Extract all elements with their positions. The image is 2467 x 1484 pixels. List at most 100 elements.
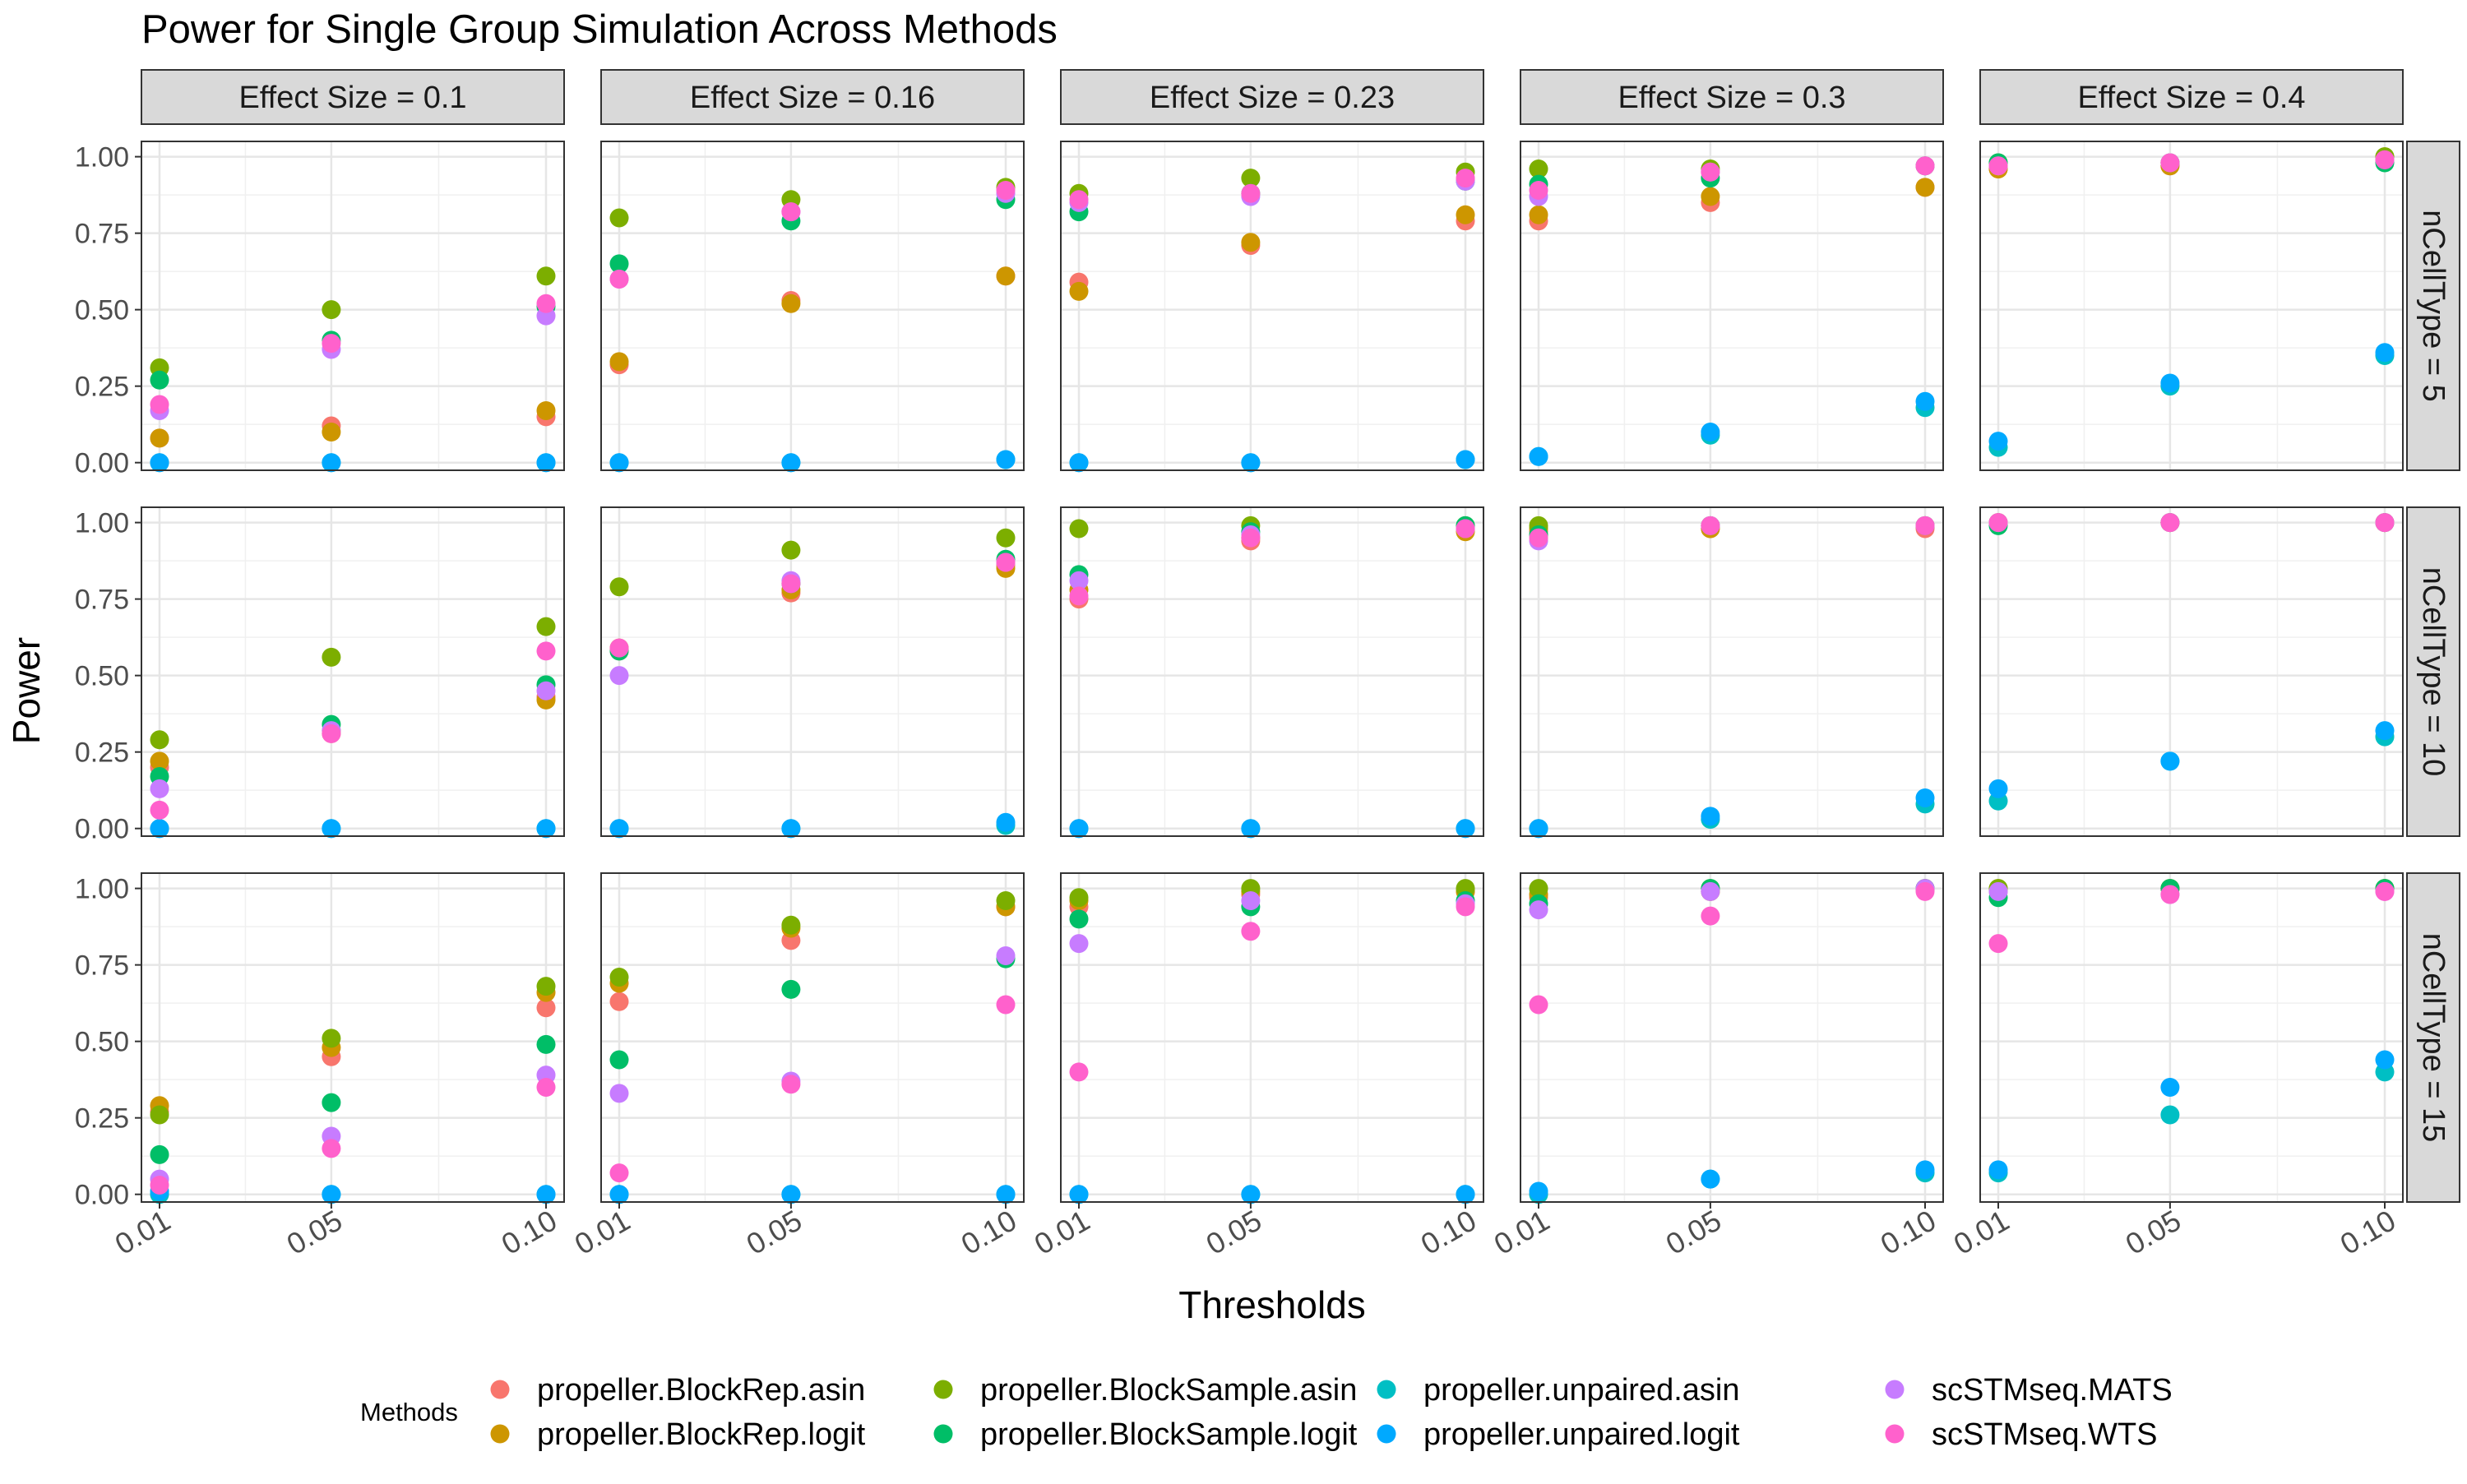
panel-border bbox=[1060, 141, 1484, 471]
row-strip-label: nCellType = 15 bbox=[2416, 933, 2451, 1143]
panel-ncelltype-15-effect-size-0-16 bbox=[600, 872, 1025, 1204]
point-scstmseq-wts bbox=[150, 395, 169, 414]
point-scstmseq-wts bbox=[2375, 881, 2395, 901]
panel-ncelltype-5-effect-size-0-3 bbox=[1520, 141, 1944, 471]
point-propeller-unpaired-logit bbox=[781, 453, 801, 473]
row-strip-ncelltype-5: nCellType = 5 bbox=[2406, 141, 2460, 471]
point-scstmseq-wts bbox=[1701, 906, 1720, 926]
point-scstmseq-mats bbox=[1241, 890, 1261, 910]
column-strip-effect-size-0-1: Effect Size = 0.1 bbox=[141, 69, 565, 125]
legend-item-propeller-blocksample-asin: propeller.BlockSample.asin bbox=[933, 1373, 1357, 1408]
legend-item-propeller-unpaired-asin: propeller.unpaired.asin bbox=[1377, 1373, 1740, 1408]
legend-label: scSTMseq.MATS bbox=[1932, 1373, 2173, 1408]
legend-label: propeller.BlockRep.logit bbox=[537, 1417, 866, 1452]
point-scstmseq-mats bbox=[609, 666, 629, 686]
legend-key bbox=[490, 1424, 510, 1444]
point-scstmseq-wts bbox=[322, 334, 341, 354]
point-propeller-unpaired-logit bbox=[2160, 751, 2180, 771]
point-propeller-blocksample-logit bbox=[322, 1093, 341, 1112]
point-propeller-blocksample-logit bbox=[609, 1050, 629, 1070]
point-propeller-unpaired-logit bbox=[322, 453, 341, 473]
point-propeller-unpaired-logit bbox=[1241, 1185, 1261, 1204]
point-scstmseq-wts bbox=[781, 202, 801, 222]
point-propeller-unpaired-logit bbox=[1241, 819, 1261, 839]
y-tick-label: 0.00 bbox=[75, 448, 129, 479]
point-propeller-unpaired-logit bbox=[2160, 1077, 2180, 1097]
point-propeller-blocksample-asin bbox=[536, 977, 556, 996]
point-propeller-unpaired-logit bbox=[1915, 1160, 1935, 1180]
panel-border bbox=[1979, 141, 2404, 471]
point-scstmseq-wts bbox=[609, 269, 629, 289]
point-propeller-blocksample-logit bbox=[150, 1144, 169, 1164]
panel-border bbox=[1520, 141, 1944, 471]
chart-title: Power for Single Group Simulation Across… bbox=[141, 7, 1058, 52]
point-scstmseq-mats bbox=[1701, 881, 1720, 901]
panel-background bbox=[1520, 873, 1943, 1202]
point-propeller-unpaired-logit bbox=[1456, 819, 1475, 839]
y-tick-label: 0.25 bbox=[75, 372, 129, 403]
panel-background bbox=[1980, 141, 2403, 470]
panel-ncelltype-5-effect-size-0-4 bbox=[1979, 141, 2404, 471]
column-strip-background bbox=[1520, 69, 1944, 125]
panel-border bbox=[141, 872, 565, 1203]
point-propeller-blockrep-logit bbox=[150, 751, 169, 771]
point-scstmseq-mats bbox=[996, 945, 1016, 965]
panel-ncelltype-5-effect-size-0-1 bbox=[141, 141, 565, 473]
column-strip-effect-size-0-23: Effect Size = 0.23 bbox=[1060, 69, 1484, 125]
y-tick-label: 0.75 bbox=[75, 219, 129, 250]
legend-label: scSTMseq.WTS bbox=[1932, 1417, 2157, 1452]
point-scstmseq-wts bbox=[1915, 515, 1935, 535]
point-scstmseq-wts bbox=[1241, 183, 1261, 203]
point-propeller-blocksample-logit bbox=[1069, 909, 1089, 929]
panel-border bbox=[1979, 506, 2404, 837]
panel-border bbox=[141, 506, 565, 837]
point-scstmseq-wts bbox=[609, 638, 629, 658]
point-scstmseq-mats bbox=[1529, 900, 1548, 920]
point-propeller-unpaired-logit bbox=[996, 812, 1016, 832]
panel-background bbox=[1061, 873, 1483, 1202]
point-propeller-blocksample-asin bbox=[609, 577, 629, 597]
column-strip-effect-size-0-16: Effect Size = 0.16 bbox=[600, 69, 1025, 125]
panel-ncelltype-10-effect-size-0-23 bbox=[1060, 506, 1484, 839]
point-propeller-unpaired-logit bbox=[1069, 1185, 1089, 1204]
legend-label: propeller.BlockRep.asin bbox=[537, 1373, 865, 1408]
point-propeller-unpaired-logit bbox=[1988, 432, 2008, 451]
legend-item-propeller-unpaired-logit: propeller.unpaired.logit bbox=[1377, 1417, 1740, 1452]
point-scstmseq-wts bbox=[2375, 150, 2395, 169]
point-propeller-blocksample-asin bbox=[996, 528, 1016, 548]
point-propeller-blocksample-logit bbox=[781, 979, 801, 999]
point-scstmseq-wts bbox=[322, 1139, 341, 1158]
y-tick-label: 0.75 bbox=[75, 585, 129, 616]
y-tick-label: 0.50 bbox=[75, 1027, 129, 1058]
point-scstmseq-wts bbox=[1456, 169, 1475, 188]
y-axis-title: Power bbox=[5, 637, 48, 744]
column-strip-label: Effect Size = 0.1 bbox=[238, 81, 466, 115]
point-scstmseq-wts bbox=[150, 800, 169, 820]
panel-border bbox=[141, 141, 565, 471]
point-scstmseq-wts bbox=[2160, 153, 2180, 173]
panel-background bbox=[601, 507, 1024, 836]
point-propeller-blockrep-asin bbox=[609, 992, 629, 1011]
legend-item-propeller-blockrep-logit: propeller.BlockRep.logit bbox=[490, 1417, 866, 1452]
column-strip-label: Effect Size = 0.16 bbox=[690, 81, 935, 115]
point-propeller-unpaired-logit bbox=[996, 1185, 1016, 1204]
column-strip-label: Effect Size = 0.23 bbox=[1150, 81, 1395, 115]
point-propeller-blocksample-asin bbox=[1529, 879, 1548, 899]
point-propeller-unpaired-logit bbox=[1701, 422, 1720, 442]
y-tick-label: 0.00 bbox=[75, 1180, 129, 1211]
y-tick-label: 0.25 bbox=[75, 1103, 129, 1135]
point-propeller-blocksample-asin bbox=[609, 208, 629, 228]
point-propeller-blockrep-asin bbox=[536, 998, 556, 1018]
point-propeller-unpaired-logit bbox=[1701, 1169, 1720, 1189]
point-scstmseq-wts bbox=[1529, 181, 1548, 201]
column-strip-label: Effect Size = 0.4 bbox=[2077, 81, 2305, 115]
panel-border bbox=[1520, 872, 1944, 1203]
point-propeller-blocksample-asin bbox=[781, 540, 801, 560]
point-propeller-unpaired-logit bbox=[609, 1185, 629, 1204]
legend-key bbox=[1885, 1424, 1905, 1444]
point-scstmseq-wts bbox=[322, 724, 341, 743]
point-propeller-unpaired-logit bbox=[781, 819, 801, 839]
point-scstmseq-mats bbox=[1069, 934, 1089, 954]
panel-background bbox=[141, 873, 564, 1202]
